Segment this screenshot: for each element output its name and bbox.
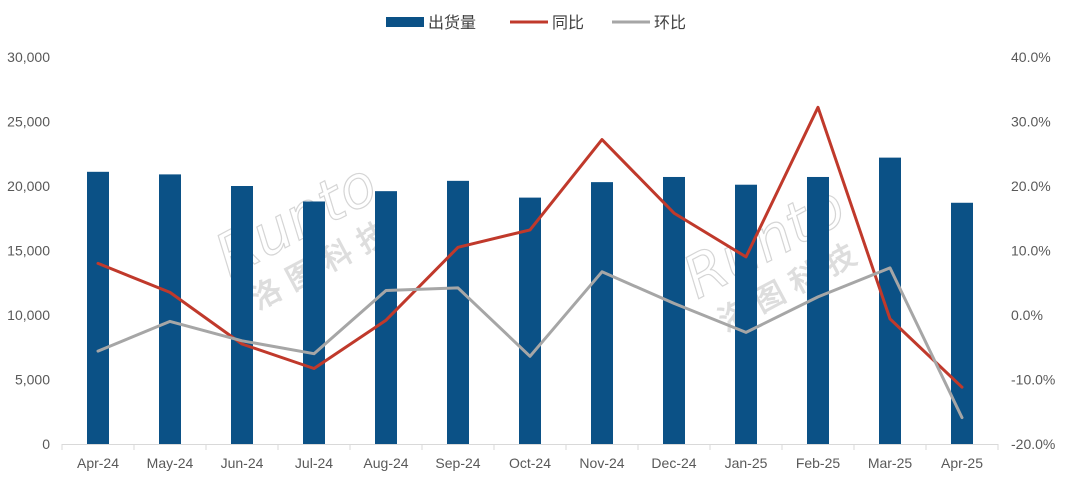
- line-series: [96, 105, 964, 420]
- bar: [519, 197, 541, 444]
- x-tick-label: Nov-24: [579, 455, 624, 471]
- y-right-tick-label: 30.0%: [1011, 114, 1051, 130]
- x-tick-label: Jun-24: [221, 455, 264, 471]
- bar: [231, 186, 253, 444]
- y-left-tick-label: 15,000: [7, 243, 50, 259]
- legend-label: 同比: [552, 13, 584, 32]
- x-tick-label: Feb-25: [796, 455, 841, 471]
- series-line: [96, 105, 964, 389]
- y-left-tick-label: 30,000: [7, 49, 50, 65]
- y-left-tick-label: 5,000: [15, 372, 50, 388]
- y-right-tick-label: 0.0%: [1011, 307, 1043, 323]
- y-left-tick-label: 10,000: [7, 307, 50, 323]
- bar: [303, 201, 325, 444]
- bar: [87, 171, 109, 444]
- x-tick-label: May-24: [147, 455, 194, 471]
- x-tick-label: Jan-25: [725, 455, 768, 471]
- y-left-tick-label: 0: [42, 436, 50, 452]
- axes: Apr-24 May-24 Jun-24 Jul-24 Aug-24 Sep-24 Oct-…: [7, 49, 1055, 471]
- x-tick-label: Sep-24: [435, 455, 480, 471]
- bar: [375, 191, 397, 444]
- y-right-tick-label: 20.0%: [1011, 178, 1051, 194]
- x-tick-label: Aug-24: [363, 455, 408, 471]
- series-line: [96, 266, 964, 420]
- bar: [663, 176, 685, 444]
- bar-series: [87, 157, 973, 444]
- x-tick-label: Mar-25: [868, 455, 913, 471]
- legend-label: 环比: [654, 13, 686, 32]
- legend-swatch: [386, 17, 424, 27]
- legend: 出货量 同比 环比: [386, 13, 686, 32]
- bar: [951, 202, 973, 444]
- x-tick-label: Apr-25: [941, 455, 983, 471]
- bar: [447, 180, 469, 444]
- y-right-tick-label: -10.0%: [1011, 372, 1055, 388]
- y-left-tick-label: 20,000: [7, 178, 50, 194]
- bar: [159, 174, 181, 444]
- y-right-tick-label: 10.0%: [1011, 243, 1051, 259]
- bar: [735, 184, 757, 444]
- bar: [591, 182, 613, 444]
- y-right-tick-label: -20.0%: [1011, 436, 1055, 452]
- x-tick-label: Dec-24: [651, 455, 696, 471]
- bar: [807, 176, 829, 444]
- y-right-tick-label: 40.0%: [1011, 49, 1051, 65]
- bar: [879, 157, 901, 444]
- x-tick-label: Oct-24: [509, 455, 551, 471]
- x-tick-label: Apr-24: [77, 455, 119, 471]
- y-left-tick-label: 25,000: [7, 114, 50, 130]
- legend-label: 出货量: [428, 13, 476, 32]
- x-tick-label: Jul-24: [295, 455, 333, 471]
